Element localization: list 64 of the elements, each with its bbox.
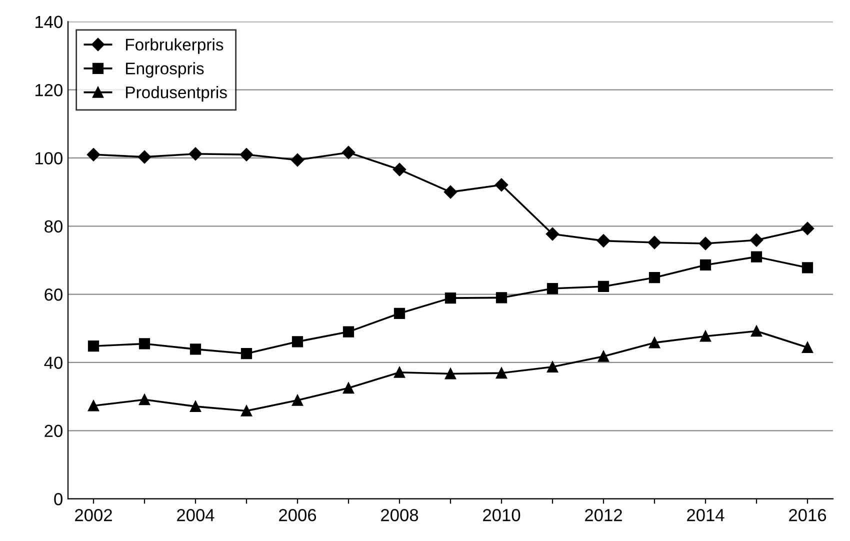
point: [496, 292, 508, 304]
y-tick-label: 20: [44, 424, 62, 438]
point: [750, 251, 762, 262]
legend-label: Engrospris: [126, 62, 204, 78]
point: [138, 150, 152, 164]
point: [700, 330, 712, 342]
point: [596, 234, 610, 248]
point: [802, 262, 814, 274]
point: [494, 178, 508, 192]
point: [546, 282, 558, 294]
point: [698, 236, 712, 250]
point: [292, 394, 304, 406]
y-tick-label: 40: [44, 356, 62, 369]
point: [188, 147, 202, 160]
x-tick-label: 2012: [585, 508, 622, 522]
point: [138, 394, 150, 406]
point: [240, 405, 252, 416]
point: [648, 236, 662, 250]
point: [292, 336, 304, 348]
y-tick-label: 0: [54, 492, 62, 506]
point: [86, 148, 100, 162]
point: [342, 382, 354, 394]
point: [444, 368, 456, 380]
point: [190, 400, 202, 412]
point: [700, 259, 712, 271]
x-tick-label: 2006: [279, 508, 316, 522]
point: [190, 344, 202, 355]
x-tick-label: 2010: [483, 508, 520, 522]
point: [800, 222, 814, 236]
point: [290, 153, 304, 167]
point: [598, 350, 610, 362]
point: [648, 337, 660, 348]
point: [392, 162, 406, 176]
point: [444, 292, 456, 304]
point: [88, 400, 100, 412]
legend-label: Produsentpris: [126, 86, 227, 102]
point: [342, 146, 356, 160]
y-tick-label: 120: [36, 84, 62, 96]
y-tick-label: 60: [44, 288, 62, 301]
point: [546, 361, 558, 372]
x-tick-label: 2016: [789, 508, 826, 522]
point: [240, 148, 254, 162]
x-tick-label: 2004: [177, 508, 214, 522]
point: [750, 326, 762, 337]
point: [88, 340, 100, 352]
y-tick-label: 140: [36, 16, 62, 28]
point: [138, 338, 150, 350]
point: [394, 366, 406, 378]
point: [342, 326, 354, 338]
point: [750, 234, 764, 247]
point: [444, 185, 458, 199]
legend-label: Forbrukerpris: [126, 38, 224, 54]
x-tick-label: 2014: [687, 508, 724, 522]
point: [240, 348, 252, 360]
point: [648, 272, 660, 284]
y-tick-label: 100: [36, 152, 62, 164]
point: [546, 227, 560, 241]
x-tick-label: 2008: [381, 508, 418, 522]
point: [496, 367, 508, 379]
point: [394, 308, 406, 319]
x-tick-label: 2002: [75, 508, 112, 522]
point: [802, 342, 814, 354]
point: [598, 280, 610, 292]
y-tick-label: 80: [44, 220, 62, 233]
